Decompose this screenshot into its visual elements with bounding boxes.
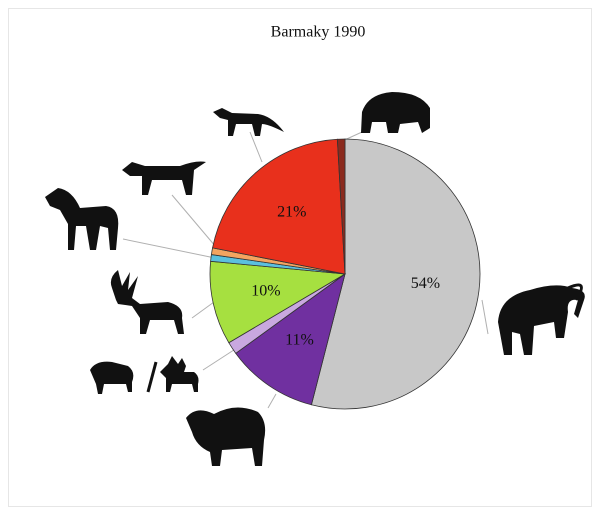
animal-silhouettes [45,92,585,466]
chart-title: Barmaky 1990 [271,24,366,41]
data-label: 54% [411,275,440,292]
pie-slice [209,260,347,344]
pie-slice [336,138,346,275]
leader-lines [122,131,489,409]
pie-slice [235,273,346,406]
data-label: 21% [277,204,306,221]
data-label: 10% [251,282,280,299]
pie-slice [310,138,481,410]
data-label: 11% [285,332,314,349]
pie-slice [212,138,346,275]
